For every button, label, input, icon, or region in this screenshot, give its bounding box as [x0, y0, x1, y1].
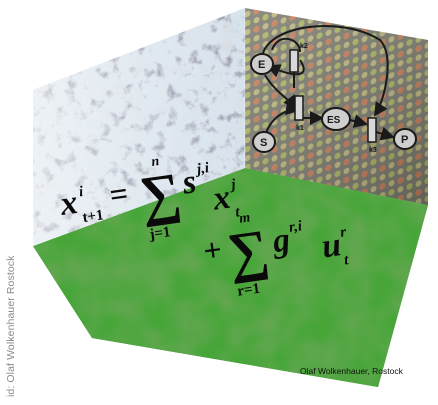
node-es — [321, 107, 351, 131]
eq-term2-coef: g — [269, 221, 292, 260]
floor-panel — [33, 168, 428, 387]
eq-term1-var-sup: j — [228, 177, 237, 194]
side-photo-credit: id: Olaf Wolkenhauer Rostock — [5, 255, 17, 397]
rate-k2-label: k2 — [300, 43, 308, 50]
eq-term1-coef-sup: j,i — [194, 160, 211, 178]
eq-sum1-lower: j=1 — [148, 224, 172, 243]
node-s-label: S — [260, 137, 267, 149]
k2-box — [289, 49, 299, 73]
eq-term1-coef: s — [179, 163, 198, 202]
node-p — [393, 128, 417, 150]
bottom-photo-credit: Olaf Wolkenhauer, Rostock — [300, 366, 403, 376]
eq-term1-var: x — [210, 179, 233, 218]
diagram-labels: E S ES P k2 k1 k3 — [258, 43, 408, 154]
node-s — [252, 131, 276, 153]
enzyme-reaction-diagram — [250, 25, 417, 153]
node-e-label: E — [258, 59, 265, 71]
eq-term2-var: u — [319, 226, 343, 265]
eq-sigma-2: ∑ — [224, 218, 272, 285]
eq-lhs: x — [57, 184, 80, 223]
rate-k3-label: k3 — [369, 147, 377, 154]
eq-term2-var-sub: t — [343, 252, 350, 269]
eq-lhs-sub: t+1 — [82, 207, 105, 226]
k1-box — [294, 95, 304, 121]
equation: x i t+1 = ∑ n j=1 s j,i x j t + ∑ m r=1 … — [57, 154, 350, 300]
eq-lhs-sup: i — [78, 184, 85, 201]
left-wall-panel — [33, 8, 245, 246]
node-e — [250, 53, 274, 75]
eq-term2-var-sup: r — [339, 224, 347, 241]
eq-plus: + — [201, 231, 224, 269]
eq-sigma-1: ∑ — [136, 162, 184, 229]
eq-term1-var-sub: t — [234, 204, 241, 221]
eq-sum2-upper: m — [238, 210, 251, 226]
eq-sum1-upper: n — [151, 154, 161, 170]
eq-sum2-lower: r=1 — [236, 281, 261, 300]
node-es-label: ES — [327, 115, 341, 126]
eq-term2-coef-sup: r,i — [288, 218, 304, 236]
k3-box — [367, 117, 377, 143]
eq-equals: = — [107, 175, 130, 213]
rate-k1-label: k1 — [296, 125, 304, 132]
node-p-label: P — [401, 134, 408, 146]
